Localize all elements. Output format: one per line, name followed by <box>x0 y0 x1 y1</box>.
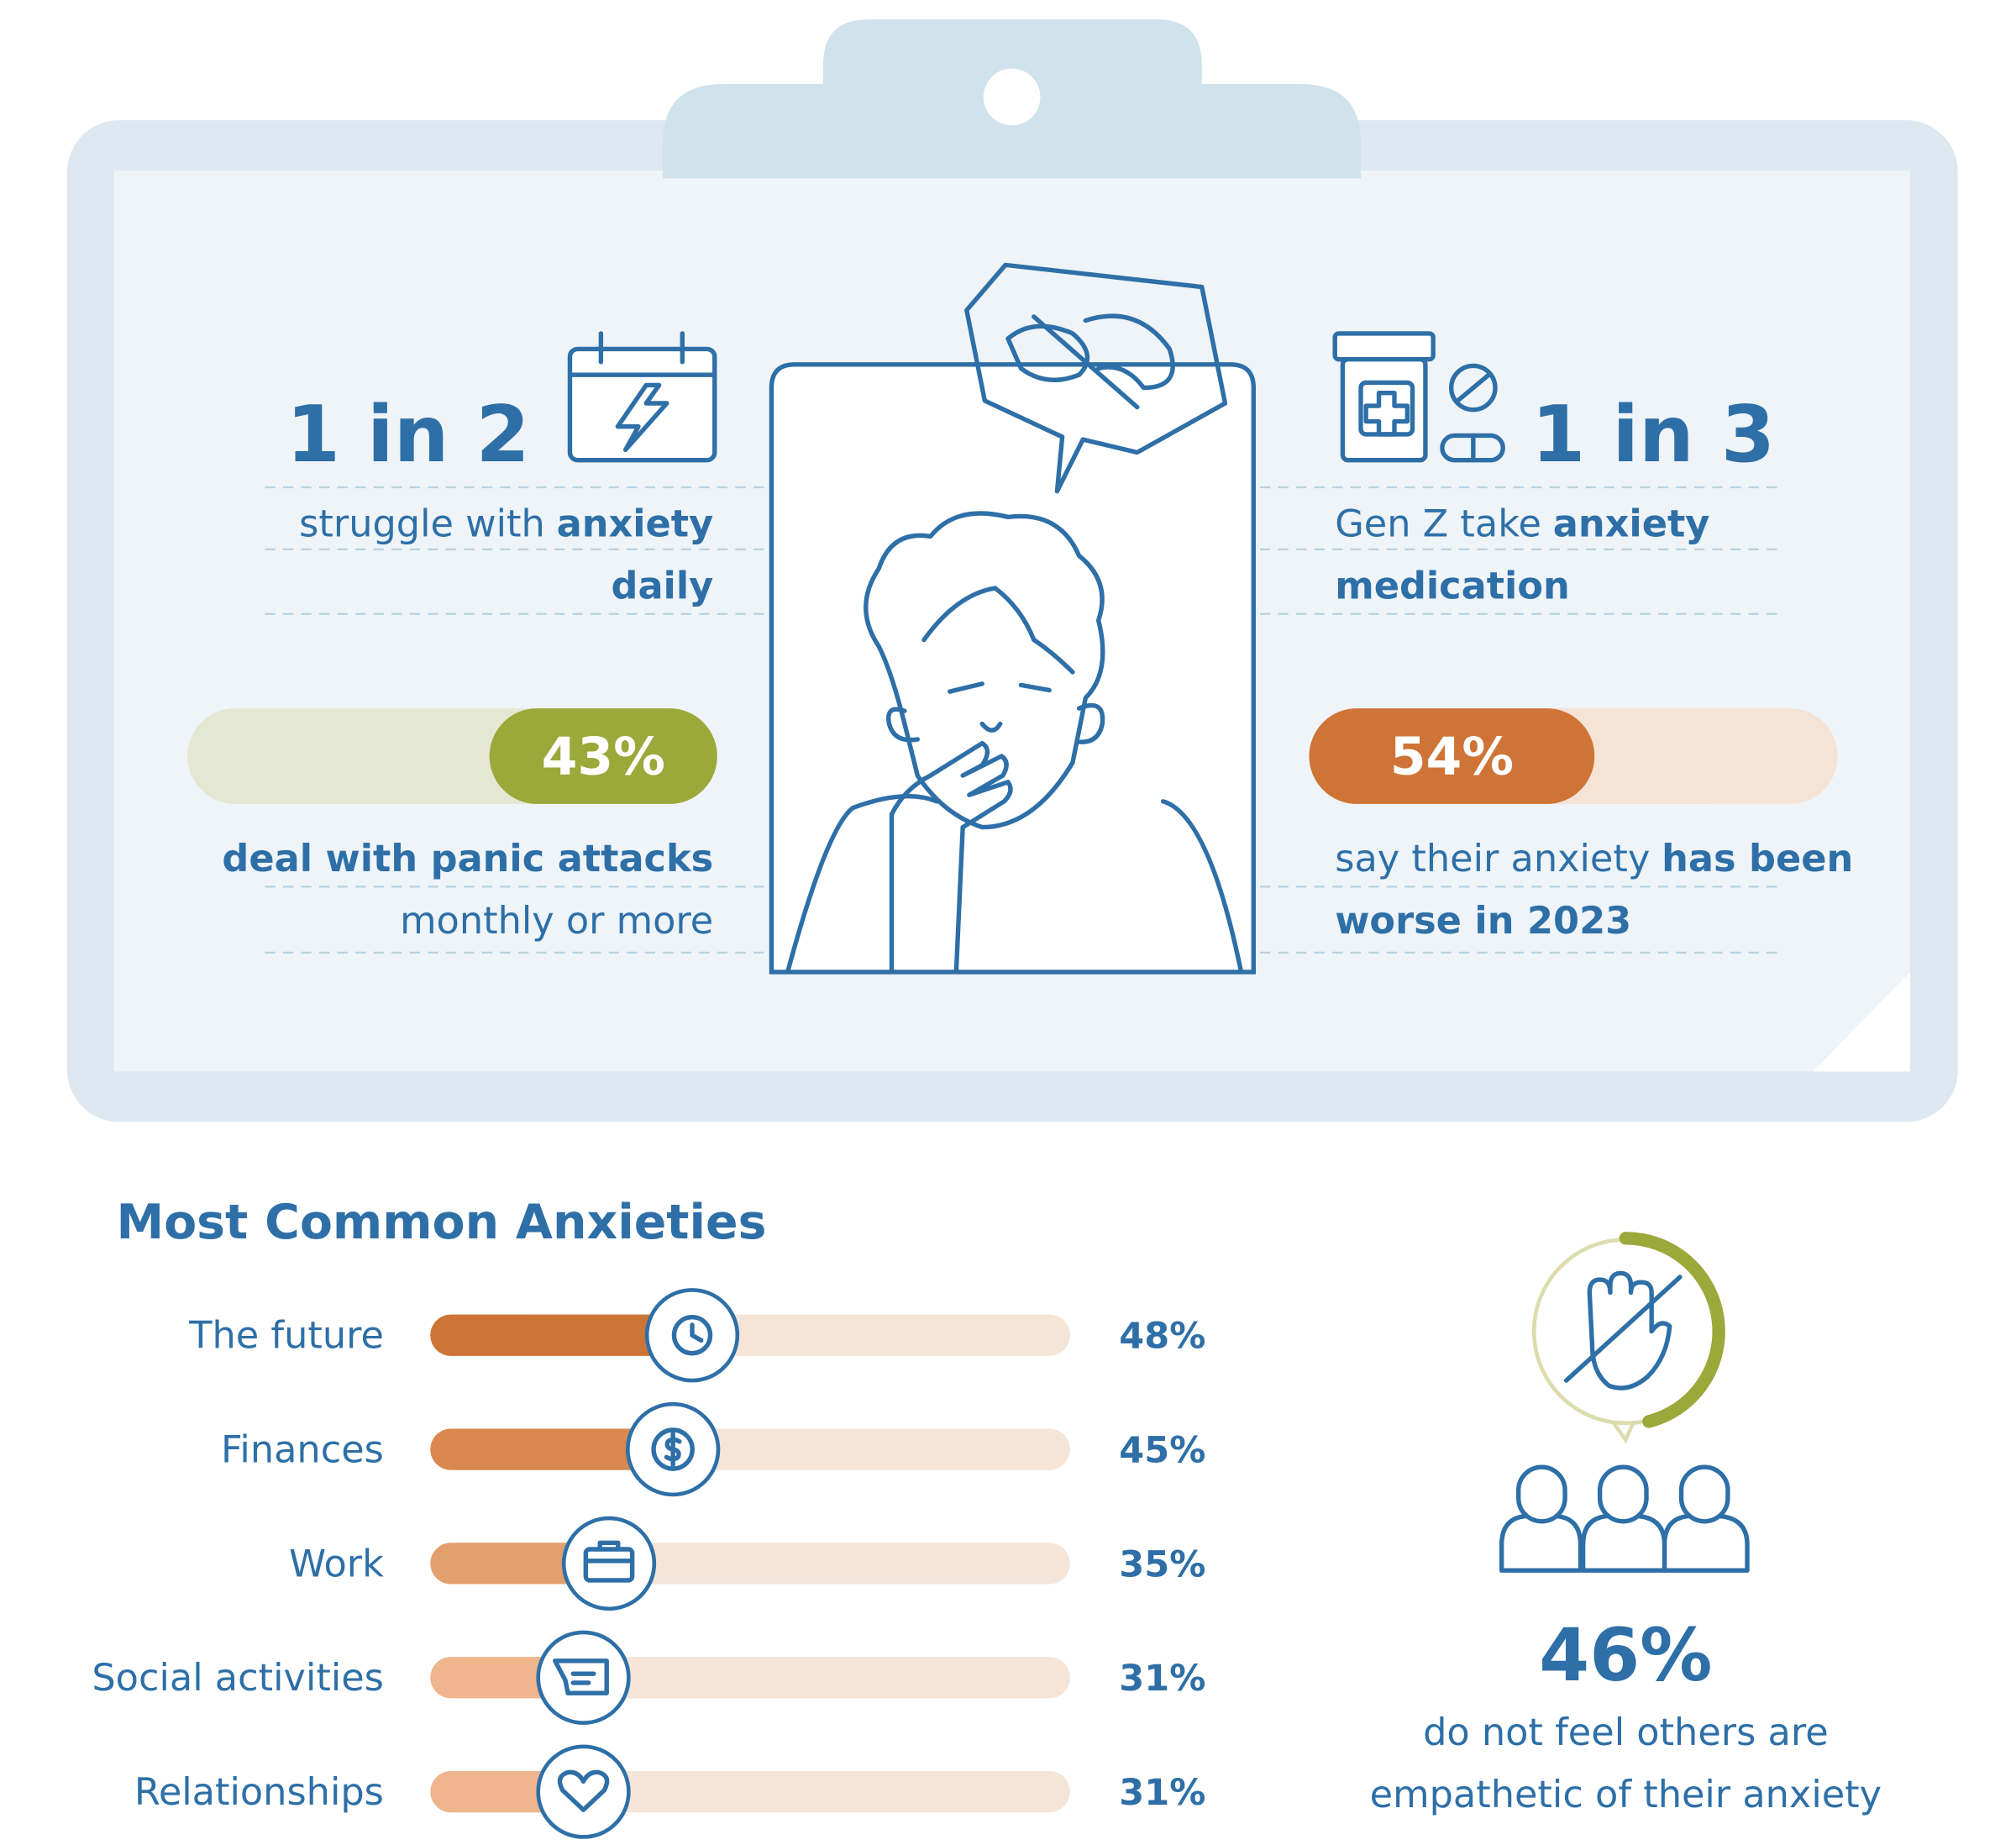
bar-icon <box>557 1769 610 1812</box>
pill-fill <box>1309 708 1595 804</box>
value-label: 31% <box>1119 1658 1205 1700</box>
pill-fill <box>489 708 717 804</box>
text-line: daily <box>612 564 714 607</box>
text-line: deal with panic attacks <box>222 837 713 880</box>
icon-part <box>553 1658 609 1695</box>
value-label: 48% <box>1119 1316 1205 1358</box>
bar-icon <box>583 1540 635 1583</box>
bar-icon-circle <box>536 1630 631 1725</box>
text-line: Gen Z take anxiety <box>1335 502 1709 545</box>
category-label: Finances <box>221 1427 384 1471</box>
text-span: has been <box>1662 837 1853 880</box>
chart-title: Most Common Anxieties <box>116 1195 766 1250</box>
value-label: 35% <box>1119 1543 1205 1585</box>
bar-icon <box>671 1314 713 1356</box>
guide-lines <box>265 486 1784 954</box>
person-illustration <box>769 262 1256 975</box>
bar-icon <box>651 1427 695 1471</box>
value-label: 45% <box>1119 1429 1205 1471</box>
icon-part <box>651 1427 695 1471</box>
empathy-text: empathetic of their anxiety <box>1370 1773 1882 1816</box>
text-line: say their anxiety has been <box>1335 837 1853 880</box>
bubble-tail <box>1611 1420 1635 1444</box>
icon-part <box>583 1547 635 1583</box>
text-line: worse in 2023 <box>1335 899 1631 943</box>
text-span: say their anxiety <box>1335 837 1650 880</box>
category-label: Social activities <box>92 1656 384 1700</box>
text-span: deal with panic attacks <box>222 837 713 880</box>
calendar-icon <box>567 331 717 463</box>
text-span: monthly or more <box>400 899 713 943</box>
category-label: Work <box>289 1542 384 1585</box>
category-label: The future <box>188 1314 384 1358</box>
text-line: struggle with anxiety <box>299 502 713 545</box>
text-span: struggle with <box>299 502 545 545</box>
text-span: worse in 2023 <box>1335 899 1631 943</box>
value-label: 31% <box>1119 1772 1205 1814</box>
headline: 1 in 2 <box>286 389 530 480</box>
icon-part <box>557 1769 610 1812</box>
text-line: monthly or more <box>400 899 713 943</box>
bar-icon <box>553 1658 609 1695</box>
paper-fold <box>1813 971 1910 1072</box>
text-span: daily <box>612 564 714 607</box>
pill-label: 43% <box>542 727 665 787</box>
donut-arc <box>1619 1232 1725 1428</box>
icon-part <box>583 1540 635 1564</box>
hand-icon <box>1563 1270 1683 1390</box>
text-span: anxiety <box>557 502 714 545</box>
icon-part <box>671 1314 713 1356</box>
bar-icon-circle <box>536 1744 631 1839</box>
empathy-value: 46% <box>1539 1614 1712 1698</box>
text-span: Gen Z take <box>1335 502 1541 545</box>
people-icon <box>1499 1464 1750 1573</box>
text-span: anxiety <box>1553 502 1710 545</box>
icon-part <box>664 1431 682 1468</box>
medication-icon <box>1332 331 1505 463</box>
pill-label: 54% <box>1390 727 1514 787</box>
headline: 1 in 3 <box>1531 389 1775 480</box>
category-label: Relationships <box>134 1770 384 1814</box>
bar-icon-circle <box>561 1516 657 1611</box>
text-line: medication <box>1335 564 1570 607</box>
text-span: medication <box>1335 564 1570 607</box>
empathy-text: do not feel others are <box>1423 1711 1829 1754</box>
clip-hole <box>983 68 1041 126</box>
icon-part <box>690 1322 704 1343</box>
